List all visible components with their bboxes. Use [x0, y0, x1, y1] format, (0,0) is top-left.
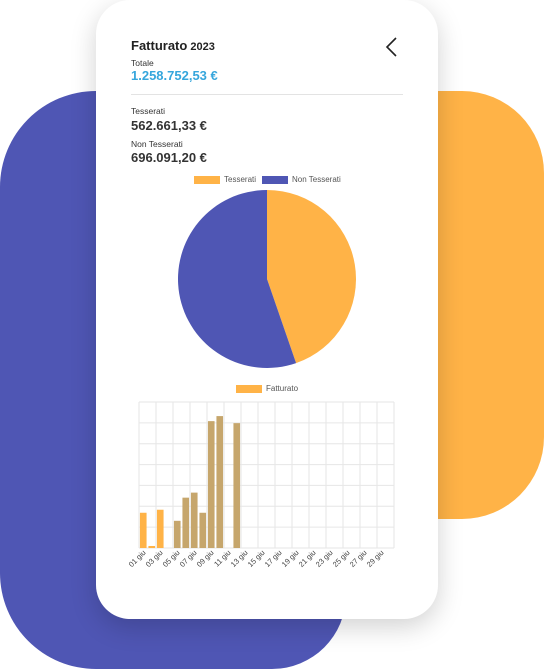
page-title: Fatturato 2023: [131, 38, 215, 53]
bar-legend: Fatturato: [236, 384, 298, 393]
divider: [131, 94, 403, 95]
x-tick-label: 09 giu: [195, 548, 216, 569]
phone-card: Fatturato 2023 Totale 1.258.752,53 € Tess…: [96, 0, 438, 619]
chevron-left-icon[interactable]: [382, 36, 404, 58]
x-tick-label: 19 giu: [280, 548, 301, 569]
x-tick-label: 29 giu: [365, 548, 386, 569]
bar-01-giu: [139, 512, 147, 548]
bar-09-giu: [207, 421, 215, 548]
legend-label-non-tesserati: Non Tesserati: [292, 175, 341, 184]
pie-slice-tesserati: [267, 189, 357, 364]
background-orange-shape: [426, 91, 544, 519]
title-text: Fatturato: [131, 38, 188, 53]
bar-12-giu: [233, 423, 241, 548]
pie-legend: Tesserati Non Tesserati: [194, 175, 341, 184]
totale-value: 1.258.752,53 €: [131, 68, 218, 83]
legend-label-tesserati: Tesserati: [224, 175, 257, 184]
x-tick-label: 07 giu: [178, 548, 199, 569]
bar-02-giu: [148, 545, 156, 548]
totale-label: Totale: [131, 58, 154, 68]
title-year: 2023: [190, 41, 215, 53]
legend-swatch-non-tesserati: [262, 175, 289, 184]
x-tick-label: 27 giu: [348, 548, 369, 569]
non-tesserati-value: 696.091,20 €: [131, 150, 207, 165]
x-tick-label: 15 giu: [246, 548, 267, 569]
x-tick-label: 11 giu: [212, 548, 232, 568]
x-tick-label: 23 giu: [314, 548, 335, 569]
x-tick-label: 13 giu: [229, 548, 250, 569]
non-tesserati-label: Non Tesserati: [131, 139, 183, 149]
x-tick-label: 01 giu: [127, 548, 148, 569]
bar-07-giu: [190, 492, 198, 548]
bar-08-giu: [199, 512, 207, 548]
x-tick-label: 25 giu: [331, 548, 352, 569]
tesserati-label: Tesserati: [131, 106, 166, 116]
x-tick-label: 17 giu: [263, 548, 284, 569]
pie-slice-non-tesserati: [178, 190, 297, 368]
x-tick-label: 21 giu: [297, 548, 318, 569]
bar-06-giu: [182, 497, 190, 548]
legend-swatch-tesserati: [194, 175, 220, 184]
x-tick-label: 05 giu: [161, 548, 182, 569]
bar-10-giu: [216, 416, 224, 548]
bar-03-giu: [156, 509, 164, 548]
legend-label-fatturato: Fatturato: [266, 384, 299, 393]
bar-05-giu: [173, 520, 181, 548]
pie-chart: [178, 189, 357, 368]
tesserati-value: 562.661,33 €: [131, 118, 207, 133]
x-tick-label: 03 giu: [144, 548, 165, 569]
legend-swatch-fatturato: [236, 384, 262, 393]
